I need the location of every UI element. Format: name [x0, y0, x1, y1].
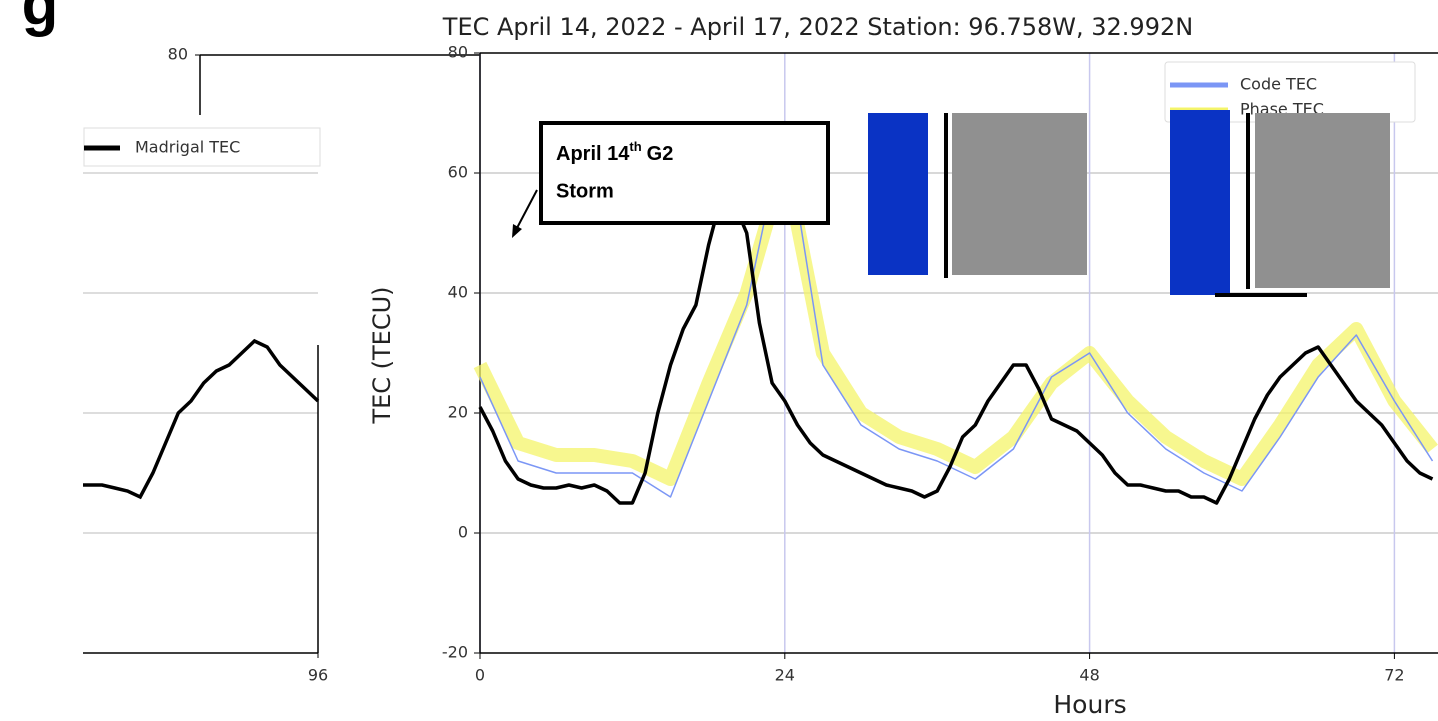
occluder [1170, 110, 1230, 295]
data-line [473, 154, 1438, 486]
heading-fragment: g [22, 0, 59, 37]
legend-label: Code TEC [1240, 75, 1317, 94]
x-tick-label: 96 [308, 666, 328, 685]
y-tick-label: 20 [448, 403, 468, 422]
y-tick-label: 60 [448, 163, 468, 182]
occluder [1215, 293, 1307, 297]
occluder [952, 113, 1087, 275]
legend-box [83, 127, 321, 167]
occluder [1255, 113, 1390, 288]
annotation-line: April 14th G2 [556, 139, 673, 165]
y-axis-label: TEC (TECU) [368, 286, 396, 424]
legend-label: Madrigal TEC [135, 138, 240, 157]
x-axis-label: Hours [1053, 690, 1126, 719]
data-line [83, 338, 320, 500]
annotation-arrow [516, 189, 538, 229]
annotation-box [539, 121, 830, 225]
data-line [478, 195, 1434, 505]
annotation-arrowhead [512, 224, 522, 238]
y-tick-label: -20 [442, 643, 468, 662]
y-tick-label: 0 [458, 523, 468, 542]
x-tick-label: 72 [1384, 666, 1404, 685]
data-line [479, 124, 1434, 498]
y-tick-label: 40 [448, 283, 468, 302]
annotation-date: April 14 [556, 143, 630, 165]
x-tick-label: 0 [475, 666, 485, 685]
annotation-event: G2 [647, 143, 674, 165]
y-tick-label: 80 [168, 45, 188, 64]
y-tick-label: 80 [448, 43, 468, 62]
x-tick-label: 48 [1079, 666, 1099, 685]
occluder [868, 113, 928, 275]
overlay: April 14th G2 Storm [512, 110, 1390, 297]
occluder [944, 113, 948, 278]
annotation-suffix: th [629, 139, 641, 154]
occluder [1246, 113, 1250, 289]
background-plot: 96 80 Madrigal TEC [83, 45, 480, 685]
x-tick-label: 24 [775, 666, 795, 685]
chart-title: TEC April 14, 2022 - April 17, 2022 Stat… [442, 13, 1193, 41]
annotation-line: Storm [556, 180, 614, 202]
